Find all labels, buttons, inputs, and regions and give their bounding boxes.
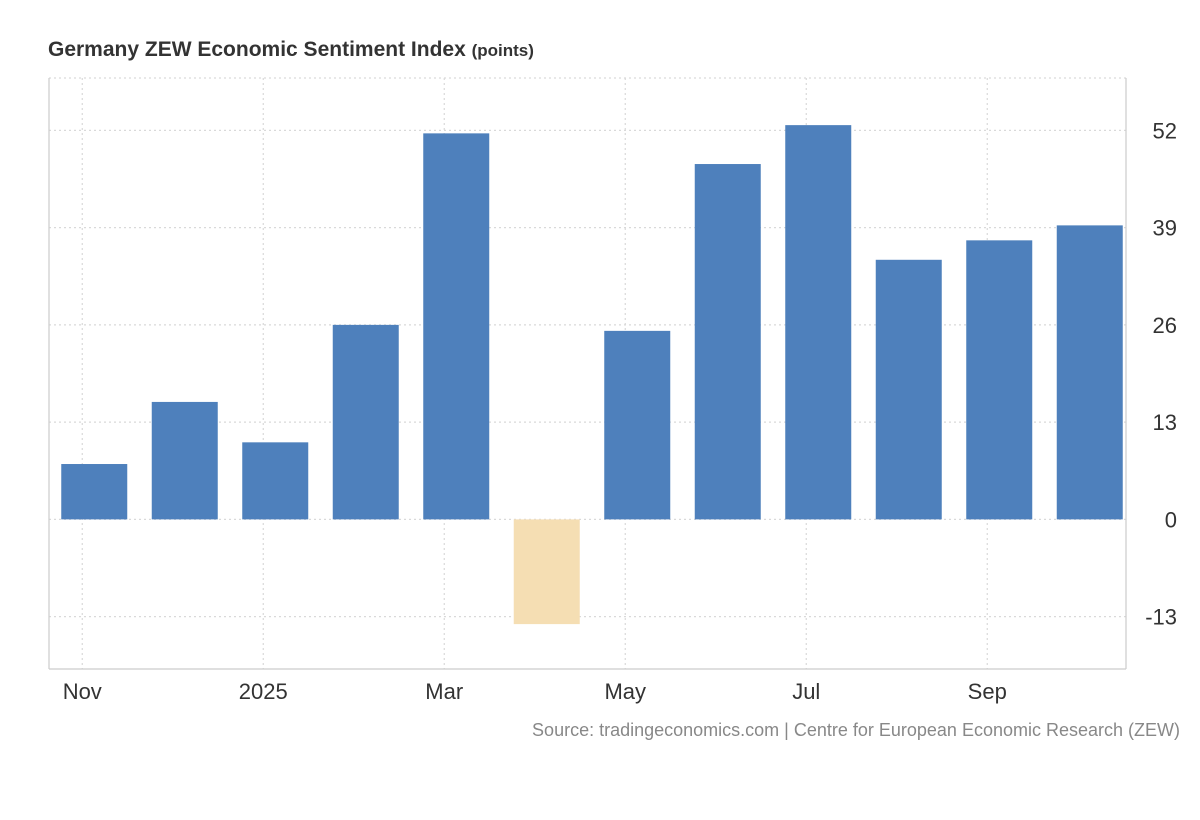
y-tick-label: 26 bbox=[1153, 313, 1177, 338]
y-tick-label: 39 bbox=[1153, 216, 1177, 241]
y-tick-label: 52 bbox=[1153, 118, 1177, 143]
label-layer: -13 0 13 26 39 52 Nov 2025 Mar May Jul Sep bbox=[63, 118, 1177, 704]
y-tick-label: 0 bbox=[1165, 507, 1177, 532]
chart-unit: (points) bbox=[471, 41, 534, 60]
y-tick-label: -13 bbox=[1145, 605, 1177, 630]
bar-feb-2025[interactable] bbox=[332, 324, 399, 520]
x-tick-label: Mar bbox=[425, 679, 463, 704]
grid-layer bbox=[49, 77, 1126, 669]
chart-title: Germany ZEW Economic Sentiment Index (po… bbox=[48, 38, 534, 62]
y-tick-label: 13 bbox=[1153, 410, 1177, 435]
axis-layer bbox=[48, 78, 1127, 670]
x-tick-label: May bbox=[604, 679, 646, 704]
chart-title-text: Germany ZEW Economic Sentiment Index bbox=[48, 38, 466, 61]
bar-sep-2025[interactable] bbox=[966, 240, 1033, 520]
x-tick-label: Nov bbox=[63, 679, 102, 704]
x-tick-label: 2025 bbox=[239, 679, 288, 704]
bar-jul-2025[interactable] bbox=[785, 125, 852, 520]
bar-jan-2025[interactable] bbox=[242, 442, 309, 520]
bar-mar-2025[interactable] bbox=[423, 133, 490, 520]
bar-jun-2025[interactable] bbox=[694, 164, 761, 520]
bar-layer bbox=[61, 125, 1123, 625]
bar-apr-2025[interactable] bbox=[513, 519, 580, 625]
bar-dec-2024[interactable] bbox=[151, 401, 218, 520]
source-note: Source: tradingeconomics.com | Centre fo… bbox=[532, 720, 1180, 740]
bar-may-2025[interactable] bbox=[604, 330, 671, 520]
bar-oct-2025[interactable] bbox=[1056, 225, 1123, 520]
bar-nov-2024[interactable] bbox=[61, 464, 128, 520]
x-tick-label: Sep bbox=[968, 679, 1007, 704]
x-tick-label: Jul bbox=[792, 679, 820, 704]
bar-aug-2025[interactable] bbox=[875, 259, 942, 520]
